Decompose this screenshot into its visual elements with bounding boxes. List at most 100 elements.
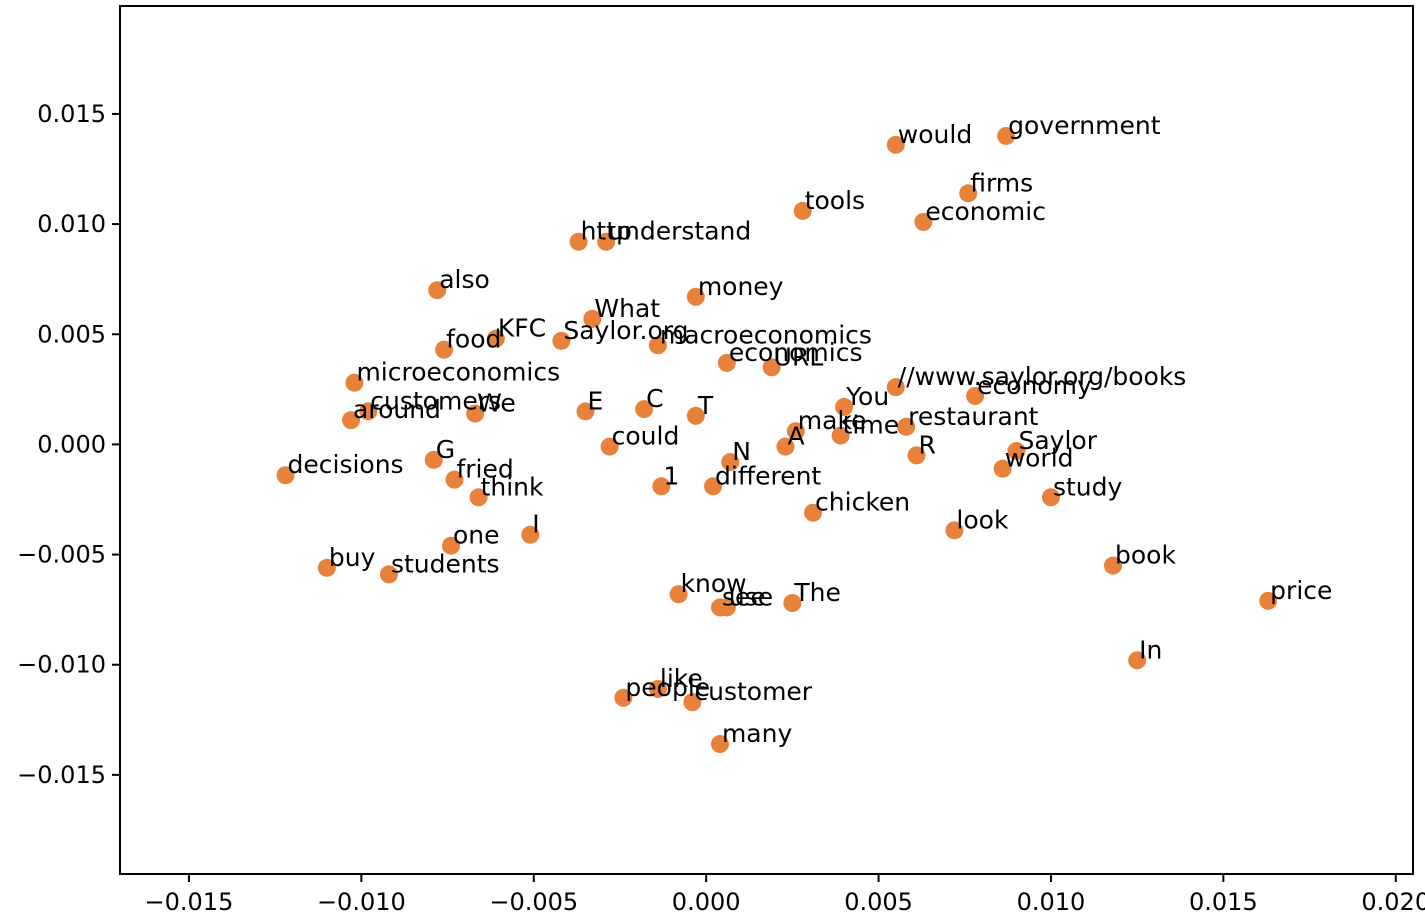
scatter-point xyxy=(959,184,978,203)
scatter-point xyxy=(783,594,802,613)
scatter-point xyxy=(886,378,905,397)
scatter-point xyxy=(776,437,795,456)
x-axis: −0.015 −0.010 −0.005 0.000 0.005 0.010 0.015 0.… xyxy=(145,874,1425,916)
scatter-point xyxy=(804,503,823,522)
scatter-point xyxy=(786,422,805,441)
x-tick-label: 0.000 xyxy=(672,888,741,916)
scatter-point xyxy=(359,402,378,421)
point-label: many xyxy=(722,719,793,748)
point-label: make xyxy=(798,406,867,435)
y-tick-label: 0.010 xyxy=(37,210,106,238)
scatter-point xyxy=(683,693,702,712)
point-label: URL xyxy=(774,342,824,371)
scatter-point xyxy=(648,336,667,355)
point-label: time xyxy=(843,411,899,440)
scatter-point xyxy=(445,470,464,489)
scatter-point xyxy=(945,521,964,540)
scatter-point xyxy=(717,598,736,617)
scatter-point xyxy=(993,459,1012,478)
point-label: What xyxy=(594,294,660,323)
scatter-point xyxy=(342,411,361,430)
scatter-point xyxy=(583,309,602,328)
point-label: also xyxy=(439,265,490,294)
point-label: N xyxy=(732,437,751,466)
point-label: think xyxy=(481,472,544,501)
point-label: government xyxy=(1008,111,1161,140)
y-tick-label: 0.000 xyxy=(37,430,106,458)
scatter-point xyxy=(600,437,619,456)
x-tick-label: 0.005 xyxy=(844,888,913,916)
point-label: understand xyxy=(608,217,751,246)
x-tick-label: −0.005 xyxy=(489,888,578,916)
scatter-point xyxy=(435,340,454,359)
point-label: KFC xyxy=(498,314,546,343)
scatter-point xyxy=(486,329,505,348)
point-label: restaurant xyxy=(908,402,1039,431)
point-label: study xyxy=(1053,472,1123,501)
point-label: economics xyxy=(729,338,863,367)
scatter-point xyxy=(914,212,933,231)
scatter-point xyxy=(379,565,398,584)
point-label: macroeconomics xyxy=(660,320,872,349)
point-label: A xyxy=(787,422,804,451)
point-label: microeconomics xyxy=(356,358,560,387)
scatter-point xyxy=(1259,591,1278,610)
point-label: E xyxy=(587,386,603,415)
point-label: students xyxy=(391,549,500,578)
point-label: would xyxy=(898,120,972,149)
scatter-point xyxy=(466,404,485,423)
point-label: buy xyxy=(329,543,376,572)
point-label: economic xyxy=(925,197,1046,226)
point-label: R xyxy=(918,430,935,459)
point-label: customer xyxy=(694,677,812,706)
scatter-point xyxy=(576,402,595,421)
y-tick-label: 0.005 xyxy=(37,320,106,348)
points-layer: would government firms tools economic httpund… xyxy=(276,111,1332,754)
point-label: The xyxy=(793,578,841,607)
point-label: price xyxy=(1270,576,1332,605)
point-label: world xyxy=(1005,444,1074,473)
point-label: know xyxy=(681,569,747,598)
point-label: In xyxy=(1139,635,1162,664)
scatter-point xyxy=(717,353,736,372)
scatter-point xyxy=(831,426,850,445)
scatter-point xyxy=(897,417,916,436)
y-tick-label: 0.015 xyxy=(37,100,106,128)
point-label: Saylor.org xyxy=(563,316,688,345)
scatter-point xyxy=(569,232,588,251)
point-label: people xyxy=(625,673,710,702)
point-label: around xyxy=(353,395,441,424)
scatter-point xyxy=(686,406,705,425)
point-label: 1 xyxy=(663,461,679,490)
scatter-point xyxy=(1007,442,1026,461)
scatter-point xyxy=(1128,651,1147,670)
x-tick-label: −0.015 xyxy=(145,888,234,916)
scatter-point xyxy=(652,477,671,496)
scatter-point xyxy=(521,525,540,544)
point-label: G xyxy=(436,435,455,464)
scatter-point xyxy=(997,126,1016,145)
scatter-point xyxy=(345,373,364,392)
point-label: Saylor xyxy=(1018,426,1097,455)
point-label: I xyxy=(532,510,539,539)
point-label: C xyxy=(646,384,663,413)
x-tick-label: 0.015 xyxy=(1189,888,1258,916)
y-axis: 0.015 0.010 0.005 0.000 −0.005 −0.010 −0.015 xyxy=(17,100,120,789)
x-tick-label: 0.010 xyxy=(1017,888,1086,916)
scatter-point xyxy=(704,477,723,496)
scatter-point xyxy=(648,679,667,698)
scatter-point xyxy=(835,397,854,416)
point-label: You xyxy=(845,382,889,411)
point-label: //www.saylor.org/books xyxy=(898,362,1187,391)
point-label: fried xyxy=(456,455,513,484)
scatter-point xyxy=(442,536,461,555)
scatter-point xyxy=(1104,556,1123,575)
scatter-point xyxy=(614,688,633,707)
scatter-point xyxy=(669,585,688,604)
scatter-point xyxy=(597,232,616,251)
scatter-point xyxy=(635,400,654,419)
scatter-point xyxy=(966,386,985,405)
scatter-point xyxy=(1041,488,1060,507)
y-tick-label: −0.010 xyxy=(17,651,106,679)
